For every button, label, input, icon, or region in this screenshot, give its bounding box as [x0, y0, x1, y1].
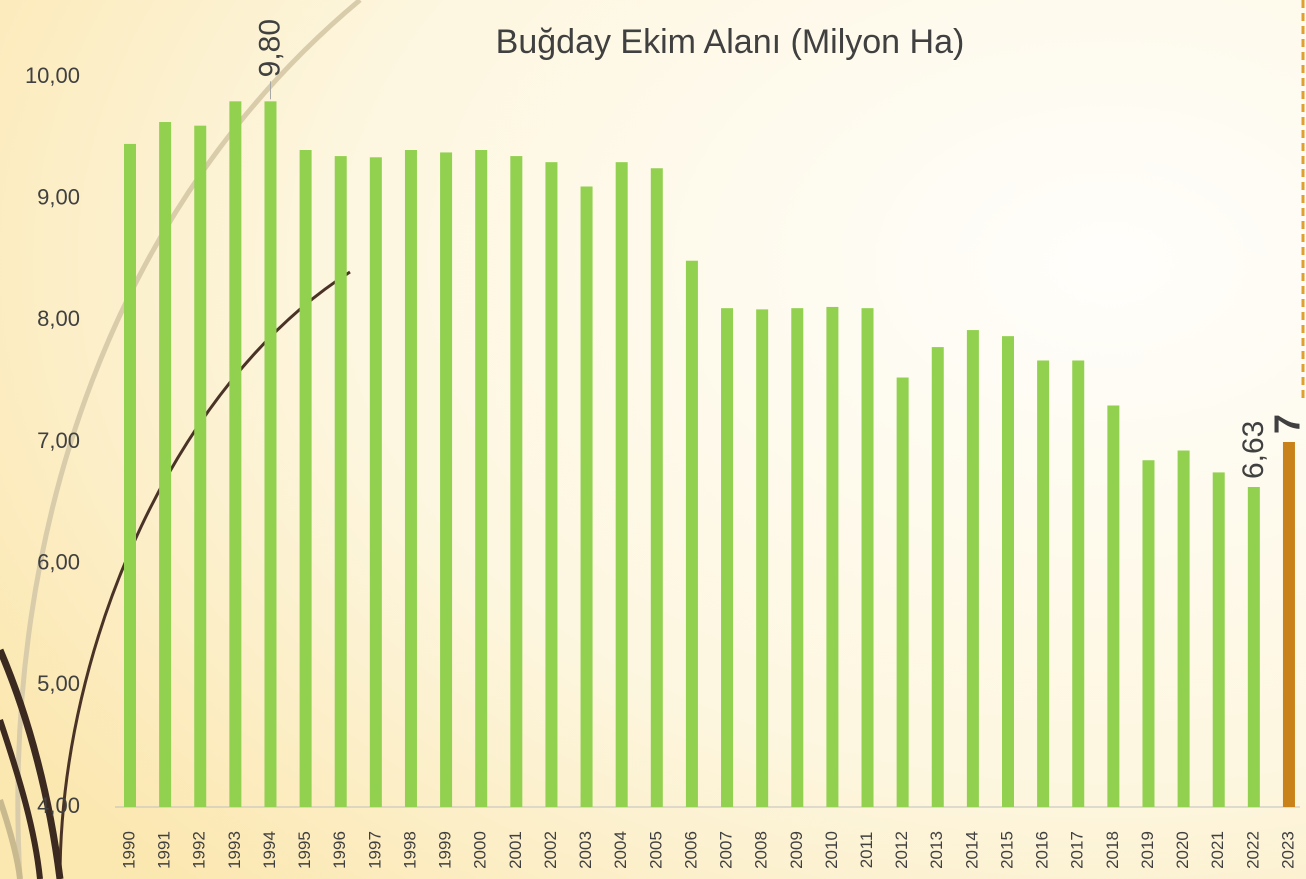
bar	[369, 157, 382, 808]
x-tick-label: 2004	[611, 831, 630, 869]
bar	[440, 152, 453, 807]
x-tick-label: 2009	[787, 831, 806, 869]
x-tick-label: 2015	[997, 831, 1016, 869]
bar	[580, 186, 593, 807]
y-tick-label: 10,00	[25, 63, 80, 88]
bar	[615, 162, 628, 807]
bar	[685, 260, 698, 807]
x-tick-label: 1995	[295, 831, 314, 869]
x-tick-label: 2020	[1173, 831, 1192, 869]
bar	[124, 143, 136, 807]
x-tick-label: 1991	[155, 831, 174, 869]
bar	[1282, 442, 1295, 807]
x-tick-label: 1990	[119, 831, 138, 869]
bar	[1072, 360, 1085, 807]
bar	[159, 122, 172, 808]
bar	[861, 308, 874, 807]
x-tick-label: 2002	[541, 831, 560, 869]
bar	[229, 101, 242, 808]
decor-curve	[0, 719, 43, 879]
x-tick-label: 2005	[646, 831, 665, 869]
x-tick-label: 2011	[857, 832, 876, 869]
y-tick-label: 9,00	[37, 184, 80, 209]
y-tick-label: 5,00	[37, 671, 80, 696]
x-tick-label: 2010	[822, 831, 841, 869]
x-tick-label: 1996	[330, 831, 349, 869]
bar	[1212, 472, 1225, 807]
chart-title: Buğday Ekim Alanı (Milyon Ha)	[496, 23, 965, 61]
value-label: 7	[1266, 414, 1306, 434]
x-tick-label: 2006	[681, 831, 700, 869]
bar	[545, 162, 558, 807]
bar	[756, 309, 769, 807]
x-tick-label: 2000	[471, 831, 490, 869]
bar	[264, 101, 277, 808]
x-tick-label: 2007	[717, 831, 736, 869]
bar	[931, 347, 944, 807]
y-tick-label: 4,00	[37, 793, 80, 818]
bar	[650, 168, 663, 807]
x-tick-label: 2001	[506, 831, 525, 869]
bar	[1142, 460, 1155, 807]
x-tick-label: 2019	[1138, 831, 1157, 869]
x-tick-label: 1999	[436, 831, 455, 869]
bar	[1107, 405, 1120, 807]
x-tick-label: 1993	[225, 831, 244, 869]
y-tick-label: 6,00	[37, 549, 80, 574]
x-tick-label: 2003	[576, 831, 595, 869]
bar	[1002, 336, 1014, 807]
x-tick-label: 2018	[1103, 831, 1122, 869]
x-tick-label: 2014	[962, 831, 981, 869]
bar	[1247, 487, 1260, 807]
bar	[826, 306, 839, 807]
bar	[510, 156, 523, 808]
decor-curve	[0, 648, 64, 879]
x-tick-label: 1998	[400, 831, 419, 869]
x-tick-label: 2008	[752, 831, 771, 869]
y-tick-label: 7,00	[37, 428, 80, 453]
bar	[299, 150, 312, 807]
bar	[404, 150, 417, 807]
bar	[721, 308, 734, 807]
decor-curve	[15, 0, 362, 879]
y-tick-label: 8,00	[37, 306, 80, 331]
bar	[966, 330, 979, 807]
decor-curve	[58, 270, 351, 879]
x-tick-label: 1997	[365, 831, 384, 869]
bar	[791, 308, 804, 807]
x-tick-label: 2021	[1208, 831, 1227, 869]
x-tick-label: 2012	[892, 831, 911, 869]
bar	[896, 377, 909, 807]
bar	[1177, 450, 1190, 807]
x-tick-label: 1994	[260, 831, 279, 869]
bar	[194, 125, 207, 807]
value-label: 6,63	[1237, 421, 1270, 479]
x-tick-label: 2016	[1033, 831, 1052, 869]
x-tick-label: 2023	[1278, 831, 1297, 869]
x-tick-label: 2017	[1068, 831, 1087, 869]
x-tick-label: 1992	[190, 831, 209, 869]
value-label: 9,80	[253, 19, 286, 77]
bar	[334, 156, 347, 808]
x-tick-label: 2022	[1243, 831, 1262, 869]
bar	[1037, 360, 1050, 807]
x-tick-label: 2013	[927, 831, 946, 869]
bar	[475, 150, 488, 807]
decor-curve	[0, 799, 23, 879]
